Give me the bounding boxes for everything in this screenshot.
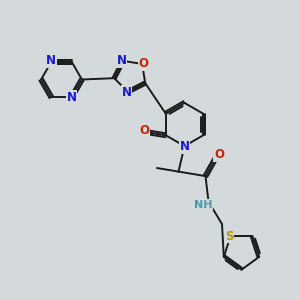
Text: O: O (139, 124, 149, 137)
Text: NH: NH (194, 200, 212, 210)
Text: N: N (179, 140, 190, 153)
Text: N: N (46, 54, 56, 67)
Text: N: N (116, 54, 127, 67)
Text: N: N (122, 86, 131, 99)
Text: N: N (67, 91, 77, 104)
Text: O: O (214, 148, 224, 161)
Text: O: O (139, 57, 149, 70)
Text: S: S (225, 230, 233, 243)
